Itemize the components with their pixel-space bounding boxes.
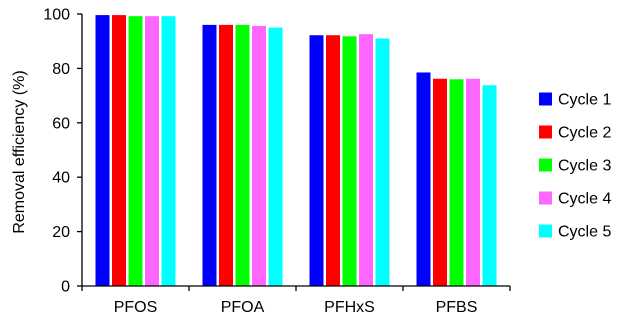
y-tick-label: 60	[52, 115, 70, 132]
bars-layer	[95, 15, 497, 287]
legend-item: Cycle 4	[539, 191, 611, 208]
x-axis: PFOS PFOA PFHxS PFBS	[81, 285, 511, 316]
y-tick-label: 80	[52, 61, 70, 78]
legend-swatch	[539, 224, 552, 238]
bar-pfhxs-cycle-4	[359, 34, 373, 286]
bar-pfos-cycle-5	[161, 16, 176, 287]
x-tick-label: PFOA	[221, 299, 265, 316]
legend-label: Cycle 2	[558, 125, 611, 142]
bar-pfoa-cycle-3	[235, 24, 250, 286]
bar-pfhxs-cycle-5	[375, 38, 390, 287]
bar-pfbs-cycle-2	[433, 78, 447, 287]
bar-pfos-cycle-2	[112, 15, 126, 287]
bar-pfhxs-cycle-3	[342, 36, 357, 286]
bar-pfoa-cycle-5	[268, 27, 283, 286]
bar-pfhxs-cycle-1	[309, 35, 324, 286]
legend-swatch	[539, 191, 552, 205]
legend-swatch	[539, 158, 552, 172]
bar-pfbs-cycle-3	[449, 79, 464, 286]
bar-pfbs-cycle-4	[466, 78, 480, 287]
bar-pfoa-cycle-4	[252, 25, 266, 286]
legend-label: Cycle 4	[558, 191, 611, 208]
legend: Cycle 1 Cycle 2 Cycle 3 Cycle 4 Cycle 5	[539, 92, 611, 241]
legend-swatch	[539, 125, 552, 139]
legend-item: Cycle 1	[539, 92, 611, 109]
bar-pfoa-cycle-2	[219, 24, 233, 286]
y-tick-label: 40	[52, 170, 70, 187]
bar-pfbs-cycle-1	[416, 72, 431, 286]
legend-item: Cycle 3	[539, 158, 611, 175]
y-axis: 0 20 40 60 80 100	[43, 7, 83, 296]
legend-label: Cycle 5	[558, 224, 611, 241]
bar-pfos-cycle-3	[128, 16, 143, 287]
legend-swatch	[539, 92, 552, 106]
legend-item: Cycle 2	[539, 125, 611, 142]
y-axis-title: Removal efficiency (%)	[11, 70, 28, 233]
bar-pfbs-cycle-5	[482, 85, 497, 286]
bar-pfhxs-cycle-2	[326, 35, 340, 286]
x-tick-label: PFOS	[114, 299, 158, 316]
legend-label: Cycle 3	[558, 158, 611, 175]
y-tick-label: 100	[43, 7, 70, 24]
y-tick-label: 0	[61, 279, 70, 296]
bar-pfoa-cycle-1	[202, 24, 217, 286]
legend-item: Cycle 5	[539, 224, 611, 241]
y-tick-label: 20	[52, 224, 70, 241]
x-tick-label: PFBS	[436, 299, 478, 316]
legend-label: Cycle 1	[558, 92, 611, 109]
bar-pfos-cycle-1	[95, 15, 110, 287]
x-tick-label: PFHxS	[324, 299, 375, 316]
bar-pfos-cycle-4	[145, 16, 159, 287]
